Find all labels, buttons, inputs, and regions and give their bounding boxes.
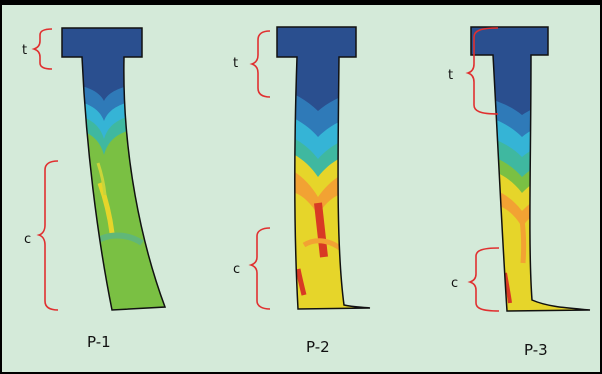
bracket-c-p2	[248, 227, 271, 310]
specimen-p1	[61, 27, 167, 311]
bracket-t-p3	[465, 27, 499, 115]
label-panel-p1: P-1	[87, 333, 111, 351]
specimen-p2	[276, 26, 371, 310]
bracket-t-p2	[249, 30, 271, 98]
bracket-c-p1	[36, 160, 59, 311]
specimen-p3	[470, 26, 591, 312]
label-c-p3: c	[451, 276, 458, 291]
label-panel-p2: P-2	[306, 338, 330, 356]
brackets	[31, 27, 500, 312]
bracket-c-p3	[467, 247, 500, 312]
label-t-p2: t	[233, 56, 238, 71]
bracket-t-p1	[31, 28, 53, 70]
label-c-p2: c	[233, 262, 240, 277]
label-c-p1: c	[24, 232, 31, 247]
label-t-p3: t	[448, 68, 453, 83]
specimen-diagram: t c P-1 t c P-2 t c P-3	[22, 26, 591, 359]
label-panel-p3: P-3	[524, 341, 548, 359]
label-t-p1: t	[22, 43, 27, 58]
